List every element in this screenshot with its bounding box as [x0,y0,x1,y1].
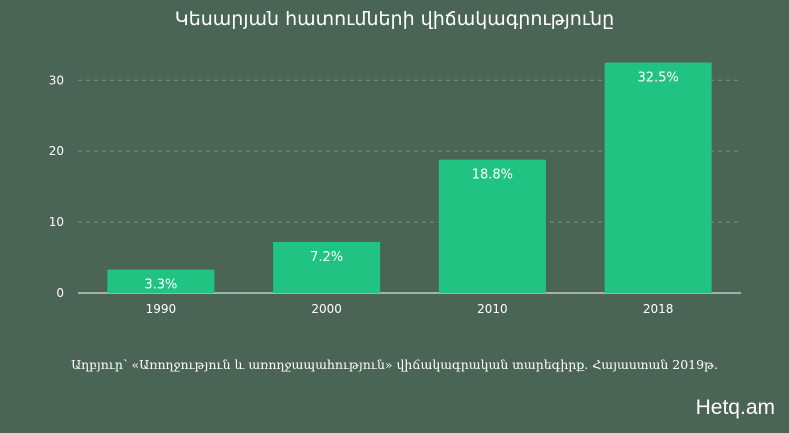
y-tick-label: 10 [49,215,64,229]
data-label: 7.2% [310,250,343,265]
bar [273,241,381,293]
source-note: Աղբյուր՝ «Առողջություն և առողջապահությու… [71,357,718,372]
y-tick-label: 20 [49,144,64,158]
x-tick-label: 1990 [146,302,177,316]
y-tick-label: 30 [49,73,64,87]
brand-logo-text: Hetq.am [695,396,775,419]
y-tick-label: 0 [56,286,64,300]
x-tick-label: 2010 [477,302,508,316]
data-label: 32.5% [637,71,678,86]
data-label: 3.3% [144,278,177,293]
bar [438,159,546,293]
bar [604,62,712,293]
x-tick-label: 2000 [311,302,342,316]
bar [107,269,215,293]
data-label: 18.8% [472,168,513,183]
chart-title: Կեսարյան հատումների վիճակագրությունը [174,8,615,30]
bar-chart: 0 10 20 30 3.3% 1990 7.2% 2000 18.8% 2010 32.5% 201… [49,62,741,316]
x-tick-label: 2018 [643,302,674,316]
